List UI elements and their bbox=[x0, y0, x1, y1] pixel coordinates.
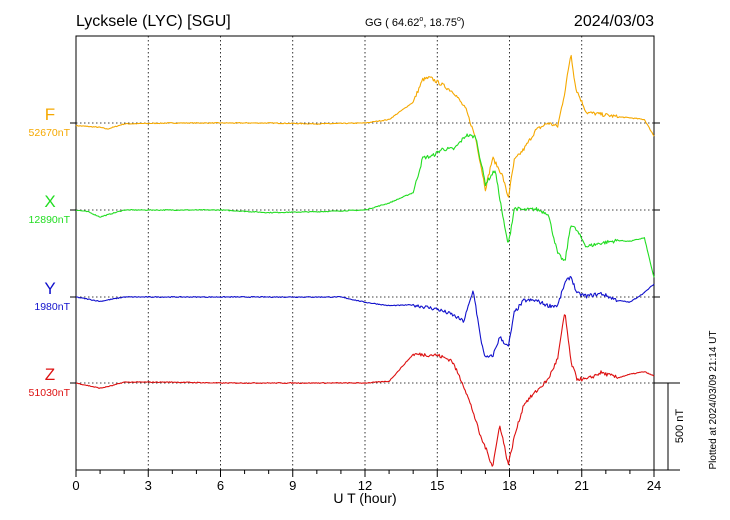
date-label: 2024/03/03 bbox=[574, 13, 654, 30]
degree-mark: o bbox=[419, 16, 423, 23]
series-baseline-x: 12890nT bbox=[29, 214, 71, 226]
coordinates-label: GG ( 64.62o, 18.75o) bbox=[365, 16, 465, 29]
x-tick-label: 12 bbox=[358, 478, 372, 493]
scale-bar: 500 nT bbox=[654, 382, 686, 471]
series-name-z: Z bbox=[45, 365, 55, 384]
x-tick-label: 15 bbox=[430, 478, 444, 493]
trace-z bbox=[75, 314, 655, 467]
coords-prefix: GG ( 64.62 bbox=[365, 17, 419, 29]
series-name-f: F bbox=[45, 105, 55, 124]
x-tick-label: 0 bbox=[72, 478, 79, 493]
plotted-timestamp: Plotted at 2024/03/09 21:14 UT bbox=[708, 331, 719, 470]
series-baseline-z: 51030nT bbox=[29, 387, 71, 399]
series-name-x: X bbox=[44, 192, 55, 211]
scale-bar-label: 500 nT bbox=[674, 409, 686, 444]
x-axis-label: U T (hour) bbox=[333, 490, 396, 506]
x-tick-label: 18 bbox=[502, 478, 516, 493]
x-axis: 0 3 6 9 12 15 18 21 24 bbox=[72, 470, 661, 493]
series-name-y: Y bbox=[44, 279, 55, 298]
x-tick-label: 21 bbox=[575, 478, 589, 493]
x-tick-label: 24 bbox=[647, 478, 661, 493]
coords-mid: , 18.75 bbox=[423, 17, 457, 29]
trace-f bbox=[75, 54, 655, 198]
series-labels: F 52670nT X 12890nT Y 1980nT Z 51030nT bbox=[29, 105, 71, 399]
station-title: Lycksele (LYC) [SGU] bbox=[76, 13, 231, 30]
trace-x bbox=[75, 133, 655, 278]
coords-suffix: ) bbox=[461, 17, 465, 29]
grid bbox=[147, 36, 583, 470]
x-tick-label: 3 bbox=[145, 478, 152, 493]
x-tick-label: 9 bbox=[289, 478, 296, 493]
series-baseline-y: 1980nT bbox=[34, 301, 70, 313]
series-baseline-f: 52670nT bbox=[29, 127, 71, 139]
degree-mark: o bbox=[457, 16, 461, 23]
x-tick-label: 6 bbox=[217, 478, 224, 493]
traces bbox=[75, 54, 655, 467]
trace-y bbox=[75, 275, 655, 358]
